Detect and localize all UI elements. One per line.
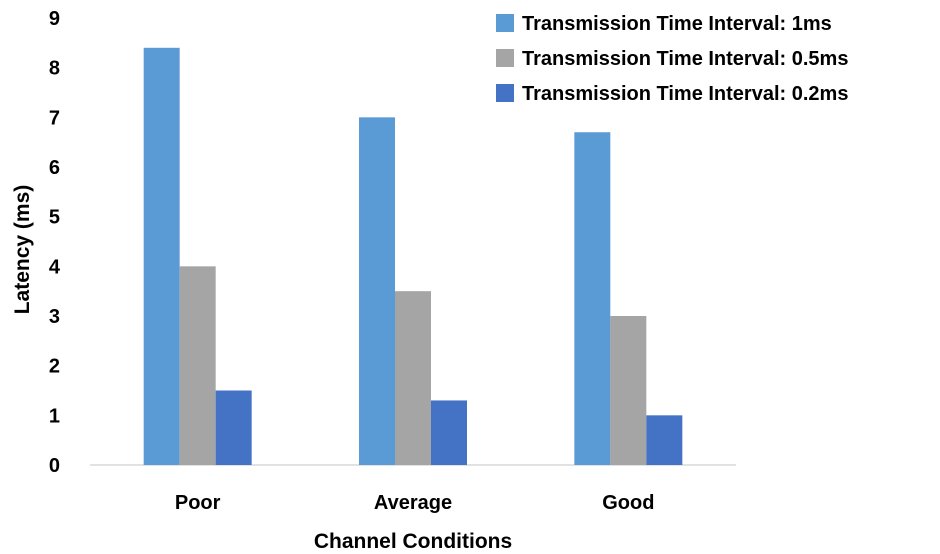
legend-swatch (496, 84, 514, 102)
x-axis-ticks: Poor Average Good (175, 492, 655, 514)
bar (574, 132, 611, 465)
legend-label: Transmission Time Interval: 1ms (522, 13, 832, 35)
y-tick-label: 3 (49, 306, 60, 328)
x-axis-title: Channel Conditions (314, 530, 512, 553)
y-tick-label: 7 (49, 107, 60, 129)
y-axis-title: Latency (ms) (11, 185, 34, 315)
y-tick-label: 6 (49, 157, 60, 179)
bar (431, 400, 467, 465)
y-axis-ticks: 0 1 2 3 4 5 6 7 8 9 (49, 8, 61, 477)
bar (179, 266, 216, 465)
y-tick-label: 4 (49, 256, 61, 278)
y-tick-label: 8 (49, 58, 60, 80)
y-tick-label: 5 (49, 207, 60, 229)
bar (646, 415, 683, 465)
bar (359, 117, 395, 465)
x-tick-label: Average (374, 492, 452, 514)
legend-swatch (496, 49, 514, 67)
x-tick-label: Good (602, 492, 654, 514)
y-tick-label: 1 (49, 405, 60, 427)
bar (143, 47, 180, 466)
bars (143, 47, 683, 466)
legend-swatch (496, 14, 514, 32)
bar (610, 316, 647, 465)
bar (215, 390, 252, 465)
bar (395, 291, 431, 465)
legend: Transmission Time Interval: 1ms Transmiss… (496, 13, 848, 105)
y-tick-label: 0 (49, 455, 60, 477)
y-tick-label: 2 (49, 356, 60, 378)
x-tick-label: Poor (175, 492, 221, 514)
legend-label: Transmission Time Interval: 0.5ms (522, 48, 848, 70)
y-tick-label: 9 (49, 8, 60, 30)
legend-label: Transmission Time Interval: 0.2ms (522, 83, 848, 105)
